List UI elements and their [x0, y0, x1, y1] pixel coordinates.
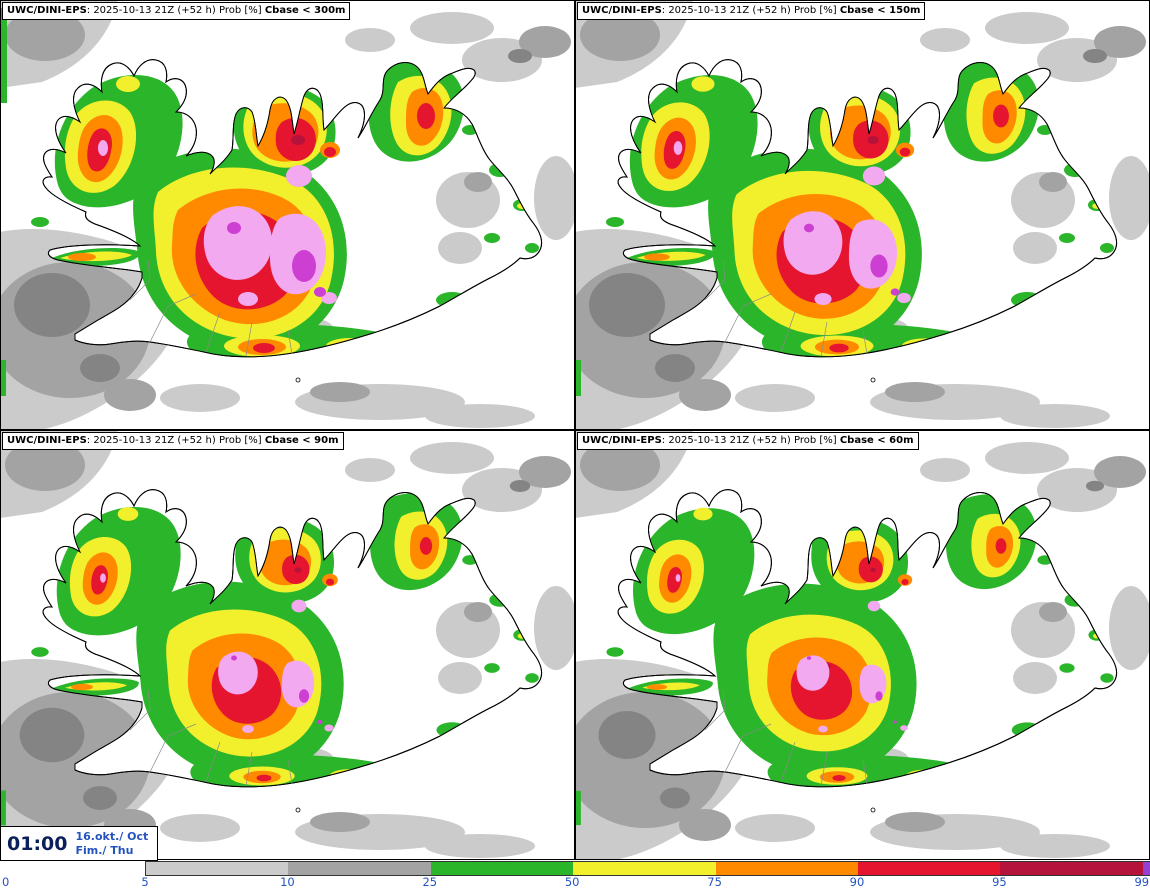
panel-title-cbase-90m: UWC/DINI-EPS: 2025-10-13 21Z (+52 h) Pro… [2, 432, 344, 450]
legend-tick-99: 99 [1134, 875, 1150, 889]
valid-time-box: 01:00 16.okt./ Oct Fim./ Thu [0, 826, 159, 861]
legend-tick-5: 5 [141, 875, 149, 889]
interior-borders [129, 259, 293, 357]
ocean-green-accents [575, 217, 729, 396]
legend-segment-red [857, 862, 1001, 875]
clock-time: 01:00 [7, 832, 68, 855]
probability-field-layer [53, 493, 539, 787]
iceland-probability-map [0, 430, 575, 860]
panel-title-cbase-300m: UWC/DINI-EPS: 2025-10-13 21Z (+52 h) Pro… [2, 2, 351, 20]
interior-borders [129, 689, 293, 787]
map-panel-cbase-150m: UWC/DINI-EPS: 2025-10-13 21Z (+52 h) Pro… [575, 0, 1150, 430]
vestmannaeyjar-islet [295, 377, 301, 383]
run-info: : 2025-10-13 21Z (+52 h) Prob [%] [86, 5, 265, 16]
map-panel-cbase-90m: UWC/DINI-EPS: 2025-10-13 21Z (+52 h) Pro… [0, 430, 575, 860]
legend-segment-yellow [573, 862, 716, 875]
probability-field-layer [629, 494, 1114, 787]
iceland-probability-map [575, 0, 1150, 430]
legend-segment-gray_mid [288, 862, 431, 875]
panel-grid: UWC/DINI-EPS: 2025-10-13 21Z (+52 h) Pro… [0, 0, 1150, 860]
legend-segment-gray_light [146, 862, 289, 875]
legend-footer: 0 5 10 25 50 75 90 95 99 [0, 860, 1150, 891]
map-panel-cbase-60m: UWC/DINI-EPS: 2025-10-13 21Z (+52 h) Pro… [575, 430, 1150, 860]
vestmannaeyjar-islet [295, 807, 301, 813]
plum-layer [100, 573, 334, 734]
ocean-green-accents [0, 8, 154, 396]
legend-segment-orange [715, 862, 858, 875]
coastline [42, 489, 543, 788]
coastline [42, 59, 543, 358]
model-name: UWC/DINI-EPS [7, 5, 87, 16]
run-info: : 2025-10-13 21Z (+52 h) Prob [%] [661, 5, 840, 16]
legend-zero-label: 0 [2, 875, 10, 889]
run-info: : 2025-10-13 21Z (+52 h) Prob [%] [661, 435, 840, 446]
vestmannaeyjar-islet [870, 807, 876, 813]
threshold-label: Cbase < 150m [839, 5, 921, 16]
magenta-layer [806, 656, 897, 724]
model-name: UWC/DINI-EPS [582, 435, 662, 446]
clock-date: 16.okt./ Oct [75, 829, 149, 843]
legend-tick-90: 90 [849, 875, 865, 889]
magenta-layer [803, 223, 900, 296]
iceland-probability-map [575, 430, 1150, 860]
ocean-green-accents [575, 647, 729, 826]
legend-ticks: 5 10 25 50 75 90 95 99 [141, 875, 1150, 890]
magenta-layer [227, 222, 326, 297]
interior-borders [704, 689, 868, 787]
run-info: : 2025-10-13 21Z (+52 h) Prob [%] [86, 435, 265, 446]
legend-bar [145, 861, 1150, 876]
probability-field-layer [627, 61, 1114, 357]
clock-weekday: Fim./ Thu [75, 843, 134, 857]
legend-segment-green [430, 862, 574, 875]
model-name: UWC/DINI-EPS [582, 5, 662, 16]
map-panel-cbase-300m: UWC/DINI-EPS: 2025-10-13 21Z (+52 h) Pro… [0, 0, 575, 430]
legend-tick-75: 75 [707, 875, 722, 889]
ocean-gray-layer [0, 0, 575, 430]
threshold-label: Cbase < 60m [839, 435, 914, 446]
ocean-green-accents [0, 647, 154, 826]
legend-tick-10: 10 [280, 875, 295, 889]
coastline [617, 489, 1118, 788]
coastline [617, 59, 1118, 358]
panel-title-cbase-60m: UWC/DINI-EPS: 2025-10-13 21Z (+52 h) Pro… [577, 432, 919, 450]
vestmannaeyjar-islet [870, 377, 876, 383]
panel-title-cbase-150m: UWC/DINI-EPS: 2025-10-13 21Z (+52 h) Pro… [577, 2, 926, 20]
threshold-label: Cbase < 300m [264, 5, 346, 16]
legend-segment-violet [1142, 862, 1150, 875]
legend-tick-50: 50 [564, 875, 580, 889]
legend-tick-95: 95 [992, 875, 1007, 889]
probability-field-layer [52, 61, 539, 357]
iceland-probability-map [0, 0, 575, 430]
threshold-label: Cbase < 90m [264, 435, 339, 446]
interior-borders [704, 259, 868, 357]
land-gray-layer [861, 602, 1075, 772]
magenta-layer [231, 655, 323, 725]
model-name: UWC/DINI-EPS [7, 435, 87, 446]
legend-segment-dark_red [1000, 862, 1143, 875]
clock-date-column: 16.okt./ Oct Fim./ Thu [75, 830, 148, 858]
legend-tick-25: 25 [422, 875, 438, 889]
